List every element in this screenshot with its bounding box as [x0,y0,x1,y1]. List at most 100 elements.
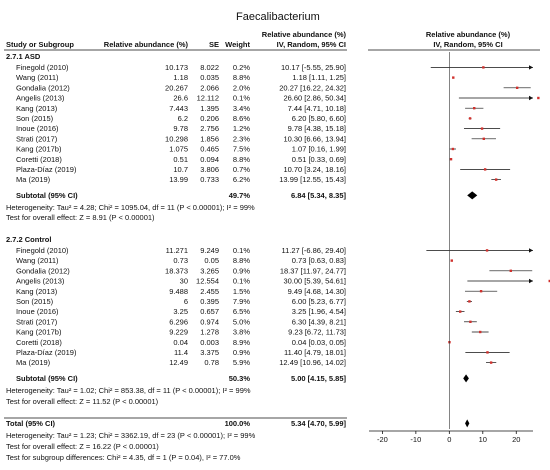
study-point-estimate [469,320,472,323]
study-ci: 1.07 [0.16, 1.99] [292,145,346,154]
ci-arrow-right [529,248,533,253]
study-se: 2.455 [200,287,219,296]
total-weight: 100.0% [225,419,251,428]
study-name: Inoue (2016) [16,307,59,316]
study-name: Kang (2013) [16,104,58,113]
study-value: 1.075 [169,145,188,154]
study-se: 0.206 [200,114,219,123]
study-weight: 3.4% [233,104,250,113]
study-weight: 0.7% [233,165,250,174]
header-se: SE [209,40,219,49]
study-name: Finegold (2010) [16,246,69,255]
study-ci: 10.17 [-5.55, 25.90] [281,63,346,72]
study-weight: 8.8% [233,256,250,265]
study-name: Inoue (2016) [16,124,59,133]
study-value: 11.271 [166,246,188,255]
study-se: 0.094 [200,155,219,164]
study-value: 10.7 [173,165,188,174]
study-se: 8.022 [200,63,219,72]
overall-effect-control: Test for overall effect: Z = 11.52 (P < … [6,397,159,406]
study-point-estimate [482,137,485,140]
subtotal-label-asd: Subtotal (95% CI) [16,191,78,200]
header-abundance: Relative abundance (%) [104,40,189,49]
study-value: 10.298 [165,134,188,143]
study-se: 0.465 [200,145,219,154]
study-ci: 9.49 [4.68, 14.30] [288,287,346,296]
total-label: Total (95% CI) [6,419,56,428]
study-weight: 1.2% [233,124,250,133]
study-weight: 0.9% [233,266,250,275]
study-se: 12.112 [197,94,219,103]
study-se: 2.756 [200,124,219,133]
x-axis-tick-label: 0 [447,435,451,444]
study-ci: 0.04 [0.03, 0.05] [292,338,346,347]
study-name: Son (2015) [16,114,54,123]
study-ci: 11.40 [4.79, 18.01] [284,348,346,357]
subtotal-label-control: Subtotal (95% CI) [16,374,78,383]
study-ci: 10.70 [3.24, 18.16] [283,165,346,174]
study-point-estimate [537,96,540,100]
study-ci: 20.27 [16.22, 24.32] [279,83,346,92]
study-point-estimate [459,310,462,313]
study-se: 1.395 [200,104,219,113]
study-weight: 7.5% [233,145,250,154]
header-ci-method: IV, Random, 95% CI [277,40,346,49]
study-se: 3.375 [200,348,219,357]
study-ci: 13.99 [12.55, 15.43] [279,175,346,184]
study-weight: 3.8% [233,328,250,337]
study-value: 9.488 [169,287,188,296]
study-point-estimate [468,117,472,120]
study-se: 0.05 [204,256,219,265]
study-point-estimate [486,351,489,354]
study-name: Kang (2013) [16,287,58,296]
study-ci: 6.00 [5.23, 6.77] [292,297,346,306]
header-plot-group: Relative abundance (%) [426,30,511,39]
study-weight: 8.9% [233,338,250,347]
study-point-estimate [480,127,484,130]
x-axis-tick-label: 20 [512,435,520,444]
study-name: Wang (2011) [16,256,59,265]
study-ci: 12.49 [10.96, 14.02] [279,358,346,367]
study-se: 1.856 [200,134,219,143]
study-ci: 0.73 [0.63, 0.83] [292,256,346,265]
study-value: 7.443 [169,104,188,113]
total-ci: 5.34 [4.70, 5.99] [291,419,347,428]
study-name: Son (2015) [16,297,54,306]
study-ci: 7.44 [4.71, 10.18] [288,104,346,113]
study-weight: 8.8% [233,155,250,164]
study-weight: 0.1% [233,94,250,103]
study-name: Gondalia (2012) [16,83,70,92]
heterogeneity-control: Heterogeneity: Tau² = 1.02; Chi² = 853.3… [6,386,251,395]
study-se: 0.733 [200,175,219,184]
study-se: 3.265 [200,266,219,275]
study-weight: 5.0% [233,317,250,326]
study-value: 30 [180,277,188,286]
subgroup-title-asd: 2.7.1 ASD [6,52,41,61]
study-value: 0.51 [173,155,188,164]
subtotal-diamond [463,374,469,383]
study-point-estimate [515,86,519,89]
study-weight: 2.3% [233,134,250,143]
study-point-estimate [482,66,485,69]
study-point-estimate [479,290,483,293]
heterogeneity-total: Heterogeneity: Tau² = 1.23; Chi² = 3362.… [6,431,256,440]
overall-effect-asd: Test for overall effect: Z = 8.91 (P < 0… [6,213,155,222]
header-ci-group: Relative abundance (%) [262,30,347,39]
study-name: Wang (2011) [16,73,59,82]
subtotal-weight-asd: 49.7% [229,191,251,200]
study-ci: 26.60 [2.86, 50.34] [283,94,346,103]
study-point-estimate [483,168,487,171]
study-value: 3.25 [173,307,188,316]
study-ci: 11.27 [-6.86, 29.40] [282,246,347,255]
study-point-estimate [489,361,493,364]
study-point-estimate [468,300,471,303]
study-weight: 0.2% [233,63,250,72]
study-value: 6 [184,297,188,306]
study-ci: 1.18 [1.11, 1.25] [292,73,346,82]
study-name: Coretti (2018) [16,338,62,347]
study-point-estimate [452,76,455,79]
study-ci: 30.00 [5.39, 54.61] [283,277,346,286]
study-point-estimate [473,107,476,110]
study-weight: 1.5% [233,287,250,296]
chart-title: Faecalibacterium [236,11,320,23]
